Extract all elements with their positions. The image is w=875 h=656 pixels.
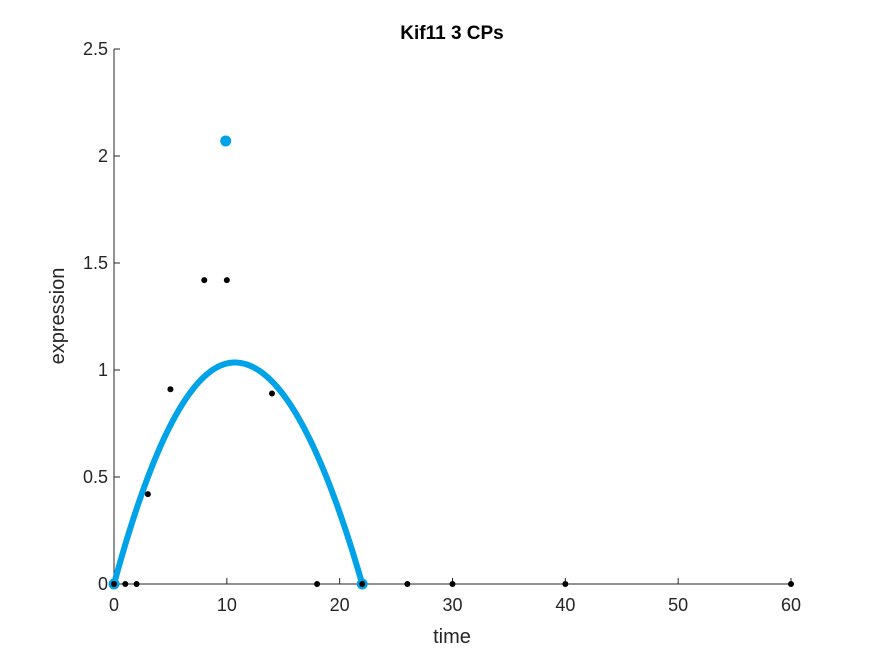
x-tick-label: 50 bbox=[668, 595, 688, 615]
x-tick-label: 40 bbox=[555, 595, 575, 615]
data-point bbox=[133, 581, 140, 587]
x-tick-label: 0 bbox=[109, 595, 119, 615]
y-axis-label: expression bbox=[47, 268, 69, 365]
fit-curve bbox=[111, 359, 366, 587]
data-point bbox=[449, 581, 456, 587]
data-point bbox=[223, 277, 230, 284]
data-point bbox=[122, 581, 129, 587]
data-point bbox=[359, 581, 366, 587]
x-tick-label: 10 bbox=[217, 595, 237, 615]
data-point bbox=[404, 581, 411, 587]
data-point bbox=[167, 386, 174, 393]
y-tick-label: 1.5 bbox=[83, 253, 108, 273]
x-axis: 0 10 20 30 40 50 60 bbox=[109, 578, 801, 615]
plot-area bbox=[113, 49, 791, 585]
y-axis: 0 0.5 1 1.5 2 2.5 bbox=[83, 39, 120, 594]
y-tick-label: 2 bbox=[98, 146, 108, 166]
change-point bbox=[220, 135, 232, 147]
chart-title: Kif11 3 CPs bbox=[400, 23, 504, 44]
data-point bbox=[788, 581, 794, 587]
y-tick-label: 0 bbox=[98, 574, 108, 594]
x-tick-label: 60 bbox=[781, 595, 801, 615]
x-axis-label: time bbox=[433, 626, 471, 648]
points-layer bbox=[108, 135, 794, 590]
data-point bbox=[201, 277, 208, 284]
data-point bbox=[111, 581, 117, 587]
x-tick-label: 20 bbox=[330, 595, 350, 615]
data-point bbox=[268, 390, 275, 397]
data-point bbox=[562, 581, 569, 587]
y-tick-label: 1 bbox=[98, 360, 108, 380]
x-tick-label: 30 bbox=[442, 595, 462, 615]
data-point bbox=[144, 491, 151, 498]
data-point bbox=[314, 581, 321, 587]
fit-curve-layer bbox=[111, 359, 366, 587]
y-tick-label: 2.5 bbox=[83, 39, 108, 59]
y-tick-label: 0.5 bbox=[83, 467, 108, 487]
